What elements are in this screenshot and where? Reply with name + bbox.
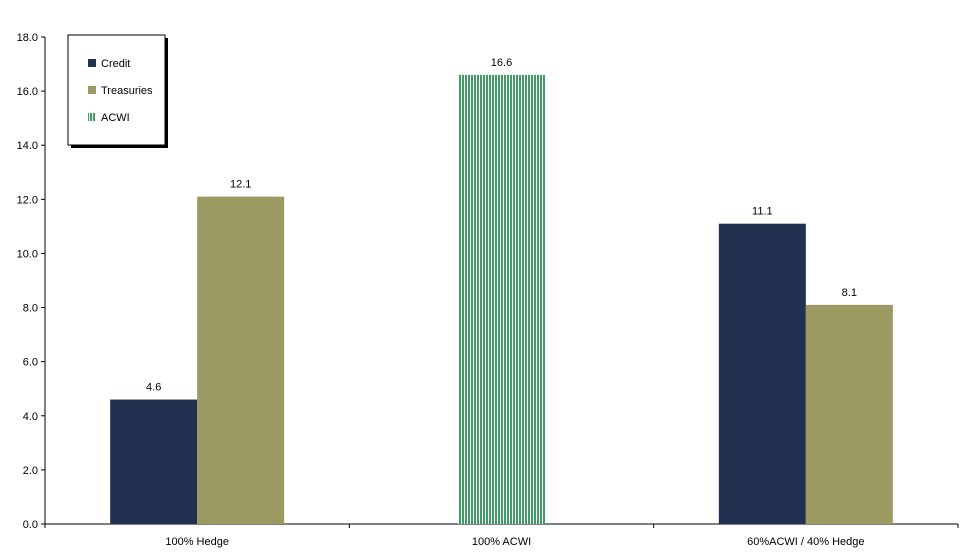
legend-swatch [88, 113, 96, 121]
legend-label: ACWI [101, 112, 130, 124]
y-tick-label: 12.0 [17, 194, 38, 206]
bar-credit [718, 223, 806, 524]
y-tick-label: 0.0 [23, 519, 38, 531]
data-label: 8.1 [842, 287, 857, 299]
data-label: 4.6 [146, 382, 161, 394]
data-label: 16.6 [491, 57, 512, 69]
y-tick-label: 4.0 [23, 411, 38, 423]
x-tick-label: 60%ACWI / 40% Hedge [747, 536, 864, 548]
data-label: 11.1 [752, 206, 773, 218]
legend-swatch [88, 86, 96, 94]
bar-credit [110, 399, 198, 524]
legend-box [67, 34, 166, 146]
x-tick-label: 100% ACWI [472, 536, 531, 548]
bar-treasuries [197, 196, 285, 524]
y-tick-label: 10.0 [17, 248, 38, 260]
legend-swatch [88, 59, 96, 67]
legend-label: Treasuries [101, 85, 153, 97]
x-tick-label: 100% Hedge [165, 536, 229, 548]
y-tick-label: 6.0 [23, 357, 38, 369]
legend: Credit Treasuries ACWI [67, 34, 168, 148]
y-tick-label: 2.0 [23, 465, 38, 477]
legend-label: Credit [101, 58, 130, 70]
y-tick-label: 8.0 [23, 303, 38, 315]
bar-acwi [458, 74, 545, 524]
y-tick-label: 18.0 [17, 32, 38, 44]
data-label: 12.1 [230, 179, 251, 191]
y-tick-label: 14.0 [17, 140, 38, 152]
bars: 4.6 12.1 16.6 11.1 8.1 [110, 57, 893, 524]
y-tick-label: 16.0 [17, 86, 38, 98]
bar-treasuries [805, 304, 893, 524]
